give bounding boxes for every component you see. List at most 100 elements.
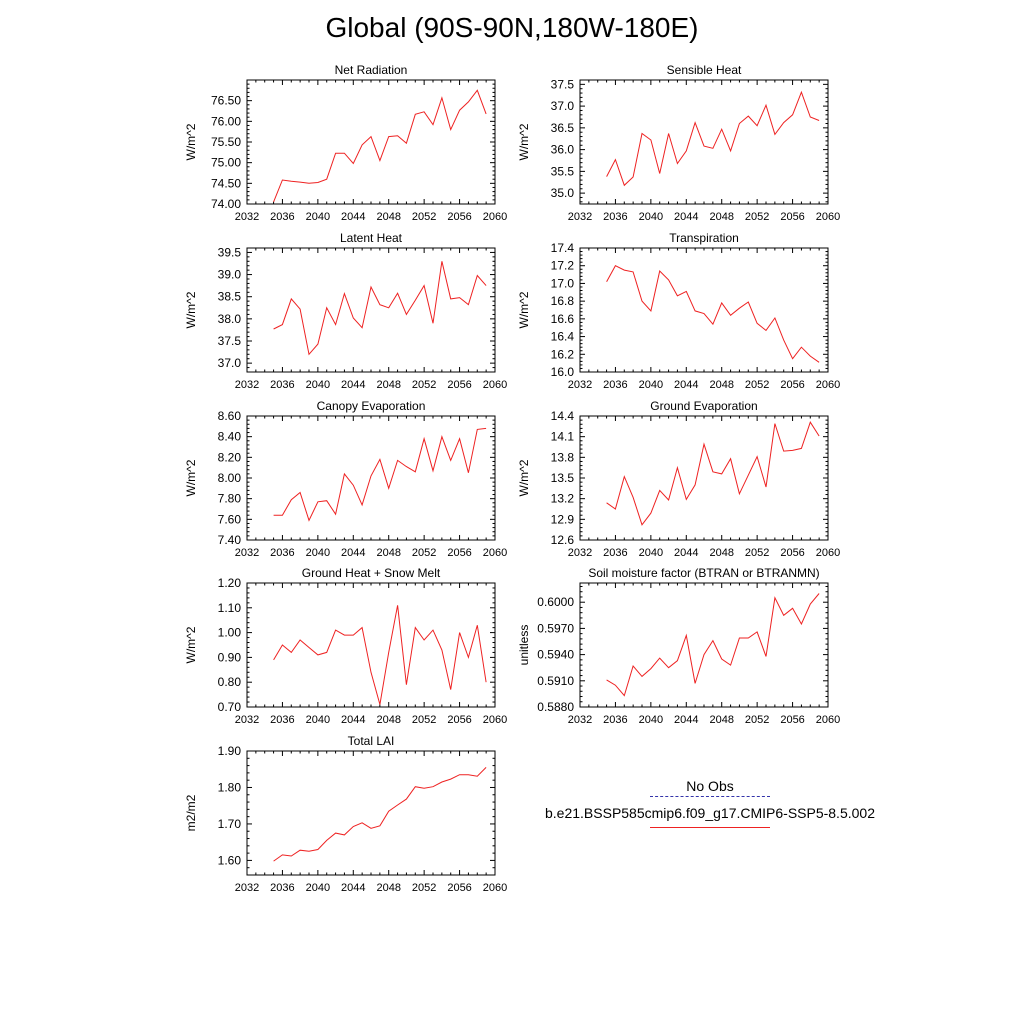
- x-tick-label: 2060: [483, 547, 507, 559]
- x-tick-label: 2032: [568, 211, 592, 223]
- y-tick-label: 39.0: [218, 268, 242, 282]
- y-tick-label: 17.2: [551, 259, 575, 273]
- x-tick-label: 2052: [745, 547, 769, 559]
- y-tick-label: 37.5: [551, 77, 575, 91]
- x-tick-label: 2044: [341, 882, 365, 894]
- plot-frame: [579, 79, 829, 205]
- x-tick-label: 2048: [709, 714, 733, 726]
- y-tick-label: 0.70: [218, 700, 242, 714]
- x-tick-label: 2048: [709, 547, 733, 559]
- x-tick-label: 2056: [447, 211, 471, 223]
- x-tick-label: 2044: [674, 379, 698, 391]
- y-tick-label: 16.2: [551, 347, 575, 361]
- x-tick-label: 2040: [306, 379, 330, 391]
- x-tick-label: 2052: [412, 211, 436, 223]
- y-tick-label: 39.5: [218, 245, 242, 259]
- y-tick-label: 1.20: [218, 576, 242, 590]
- y-tick-label: 8.00: [218, 471, 242, 485]
- x-tick-label: 2060: [483, 714, 507, 726]
- y-tick-label: 1.00: [218, 626, 242, 640]
- y-tick-label: 14.1: [551, 430, 575, 444]
- x-tick-label: 2032: [568, 379, 592, 391]
- plot-frame: [246, 750, 496, 876]
- x-tick-label: 2032: [568, 714, 592, 726]
- series-line: [273, 427, 487, 522]
- x-tick-label: 2044: [674, 547, 698, 559]
- x-tick-label: 2056: [780, 547, 804, 559]
- plot-frame: [579, 415, 829, 541]
- y-tick-label: 7.80: [218, 492, 242, 506]
- y-tick-label: 1.60: [218, 853, 242, 867]
- x-tick-label: 2036: [270, 547, 294, 559]
- series-line: [606, 593, 820, 697]
- y-tick-label: 7.40: [218, 533, 242, 547]
- y-tick-label: 13.5: [551, 471, 575, 485]
- y-tick-label: 1.80: [218, 780, 242, 794]
- x-tick-label: 2048: [376, 379, 400, 391]
- panel-title: Total LAI: [348, 734, 395, 748]
- x-tick-label: 2048: [376, 547, 400, 559]
- x-tick-label: 2056: [447, 379, 471, 391]
- y-tick-label: 12.9: [551, 512, 575, 526]
- x-tick-label: 2032: [235, 714, 259, 726]
- x-tick-label: 2056: [447, 547, 471, 559]
- x-tick-label: 2032: [568, 547, 592, 559]
- x-tick-label: 2044: [674, 714, 698, 726]
- x-tick-label: 2036: [270, 379, 294, 391]
- legend-obs-label: No Obs: [686, 778, 734, 794]
- x-tick-label: 2052: [412, 714, 436, 726]
- x-tick-label: 2052: [412, 379, 436, 391]
- y-tick-label: 74.50: [211, 176, 241, 190]
- x-tick-label: 2060: [816, 714, 840, 726]
- y-tick-label: 76.00: [211, 114, 241, 128]
- y-tick-label: 17.0: [551, 276, 575, 290]
- x-tick-label: 2048: [709, 379, 733, 391]
- x-tick-label: 2032: [235, 211, 259, 223]
- series-line: [606, 265, 820, 363]
- y-tick-label: 36.0: [551, 143, 575, 157]
- y-tick-label: 14.4: [551, 409, 575, 423]
- x-tick-label: 2036: [270, 882, 294, 894]
- x-tick-label: 2060: [483, 882, 507, 894]
- x-tick-label: 2040: [639, 211, 663, 223]
- y-tick-label: 75.00: [211, 156, 241, 170]
- y-tick-label: 0.90: [218, 650, 242, 664]
- x-tick-label: 2036: [270, 714, 294, 726]
- x-tick-label: 2060: [483, 211, 507, 223]
- x-tick-label: 2048: [376, 211, 400, 223]
- panel-title: Net Radiation: [335, 63, 408, 77]
- series-line: [606, 421, 820, 526]
- x-tick-label: 2056: [447, 882, 471, 894]
- panel-6: Ground Evaporation W/m^2 2032 2036 2040 2044 2…: [517, 399, 840, 559]
- y-tick-label: 37.0: [551, 99, 575, 113]
- y-tick-label: 38.0: [218, 312, 242, 326]
- panel-2: Sensible Heat W/m^2 2032 2036 2040 2044 2048 20…: [517, 63, 840, 223]
- plot-frame: [246, 79, 496, 205]
- x-tick-label: 2056: [780, 714, 804, 726]
- panel-title: Ground Heat + Snow Melt: [302, 566, 441, 580]
- y-tick-label: 38.5: [218, 290, 242, 304]
- y-tick-label: 0.5940: [537, 648, 574, 662]
- plot-frame: [246, 415, 496, 541]
- x-tick-label: 2060: [816, 547, 840, 559]
- x-tick-label: 2040: [306, 882, 330, 894]
- x-tick-label: 2052: [412, 547, 436, 559]
- y-tick-label: 0.80: [218, 675, 242, 689]
- y-tick-label: 76.50: [211, 94, 241, 108]
- x-tick-label: 2040: [306, 714, 330, 726]
- y-tick-label: 8.60: [218, 409, 242, 423]
- x-tick-label: 2044: [341, 211, 365, 223]
- y-axis-label: W/m^2: [184, 123, 198, 160]
- y-tick-label: 1.10: [218, 601, 242, 615]
- x-tick-label: 2060: [816, 379, 840, 391]
- x-tick-label: 2060: [483, 379, 507, 391]
- x-tick-label: 2040: [639, 714, 663, 726]
- page-title: Global (90S-90N,180W-180E): [325, 12, 699, 43]
- y-axis-label: m2/m2: [184, 794, 198, 831]
- panel-title: Latent Heat: [340, 231, 403, 245]
- x-tick-label: 2040: [639, 547, 663, 559]
- x-tick-label: 2040: [639, 379, 663, 391]
- series-line: [273, 605, 487, 705]
- x-tick-label: 2056: [780, 379, 804, 391]
